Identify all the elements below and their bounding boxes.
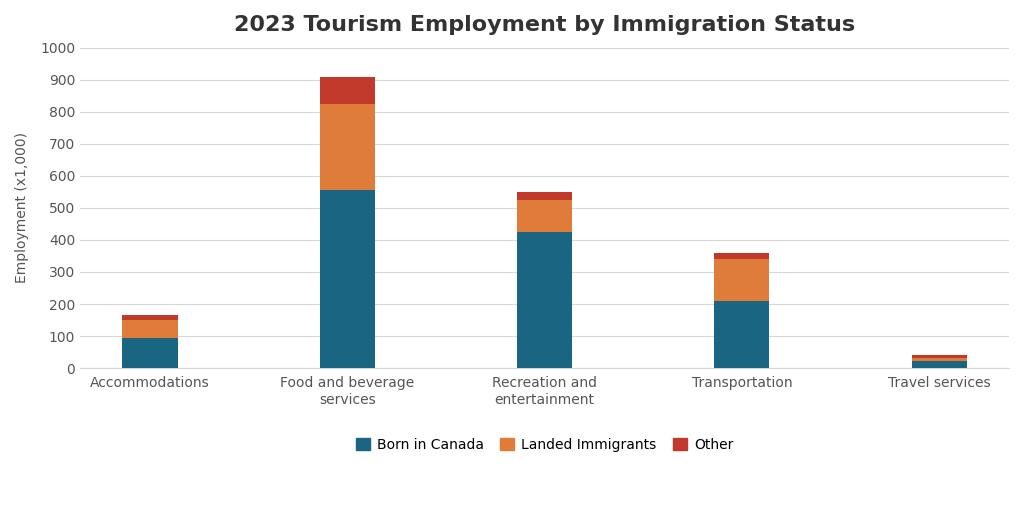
Bar (122, 320, 177, 337)
Bar (122, 337, 177, 368)
Bar (911, 358, 967, 361)
Bar (319, 76, 375, 104)
Bar (714, 301, 769, 368)
Y-axis label: Employment (x1,000): Employment (x1,000) (15, 133, 29, 283)
Bar (714, 259, 769, 301)
Bar (319, 190, 375, 368)
Bar (714, 253, 769, 259)
Bar (517, 232, 572, 368)
Bar (319, 104, 375, 190)
Bar (122, 315, 177, 320)
Bar (517, 192, 572, 200)
Legend: Born in Canada, Landed Immigrants, Other: Born in Canada, Landed Immigrants, Other (350, 432, 739, 457)
Bar (911, 361, 967, 368)
Title: 2023 Tourism Employment by Immigration Status: 2023 Tourism Employment by Immigration S… (234, 15, 855, 35)
Bar (911, 356, 967, 358)
Bar (517, 200, 572, 232)
